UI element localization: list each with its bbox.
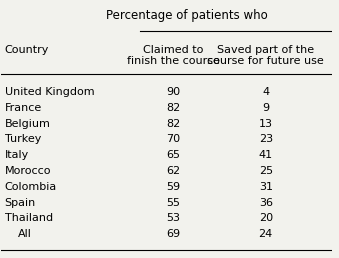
Text: Country: Country (5, 45, 49, 55)
Text: 25: 25 (259, 166, 273, 176)
Text: All: All (18, 229, 32, 239)
Text: 31: 31 (259, 182, 273, 192)
Text: 70: 70 (166, 134, 180, 144)
Text: Spain: Spain (5, 198, 36, 208)
Text: 41: 41 (259, 150, 273, 160)
Text: Turkey: Turkey (5, 134, 41, 144)
Text: France: France (5, 103, 42, 113)
Text: 20: 20 (259, 213, 273, 223)
Text: 36: 36 (259, 198, 273, 208)
Text: 65: 65 (166, 150, 180, 160)
Text: 82: 82 (166, 118, 180, 128)
Text: 90: 90 (166, 87, 180, 97)
Text: 13: 13 (259, 118, 273, 128)
Text: Morocco: Morocco (5, 166, 51, 176)
Text: 4: 4 (262, 87, 269, 97)
Text: 59: 59 (166, 182, 180, 192)
Text: 53: 53 (166, 213, 180, 223)
Text: Saved part of the
course for future use: Saved part of the course for future use (207, 45, 324, 66)
Text: 23: 23 (259, 134, 273, 144)
Text: 9: 9 (262, 103, 269, 113)
Text: 69: 69 (166, 229, 180, 239)
Text: Colombia: Colombia (5, 182, 57, 192)
Text: Claimed to
finish the course: Claimed to finish the course (127, 45, 220, 66)
Text: Italy: Italy (5, 150, 29, 160)
Text: Thailand: Thailand (5, 213, 53, 223)
Text: Percentage of patients who: Percentage of patients who (105, 9, 267, 22)
Text: 62: 62 (166, 166, 180, 176)
Text: 24: 24 (259, 229, 273, 239)
Text: 55: 55 (166, 198, 180, 208)
Text: Belgium: Belgium (5, 118, 51, 128)
Text: United Kingdom: United Kingdom (5, 87, 94, 97)
Text: 82: 82 (166, 103, 180, 113)
